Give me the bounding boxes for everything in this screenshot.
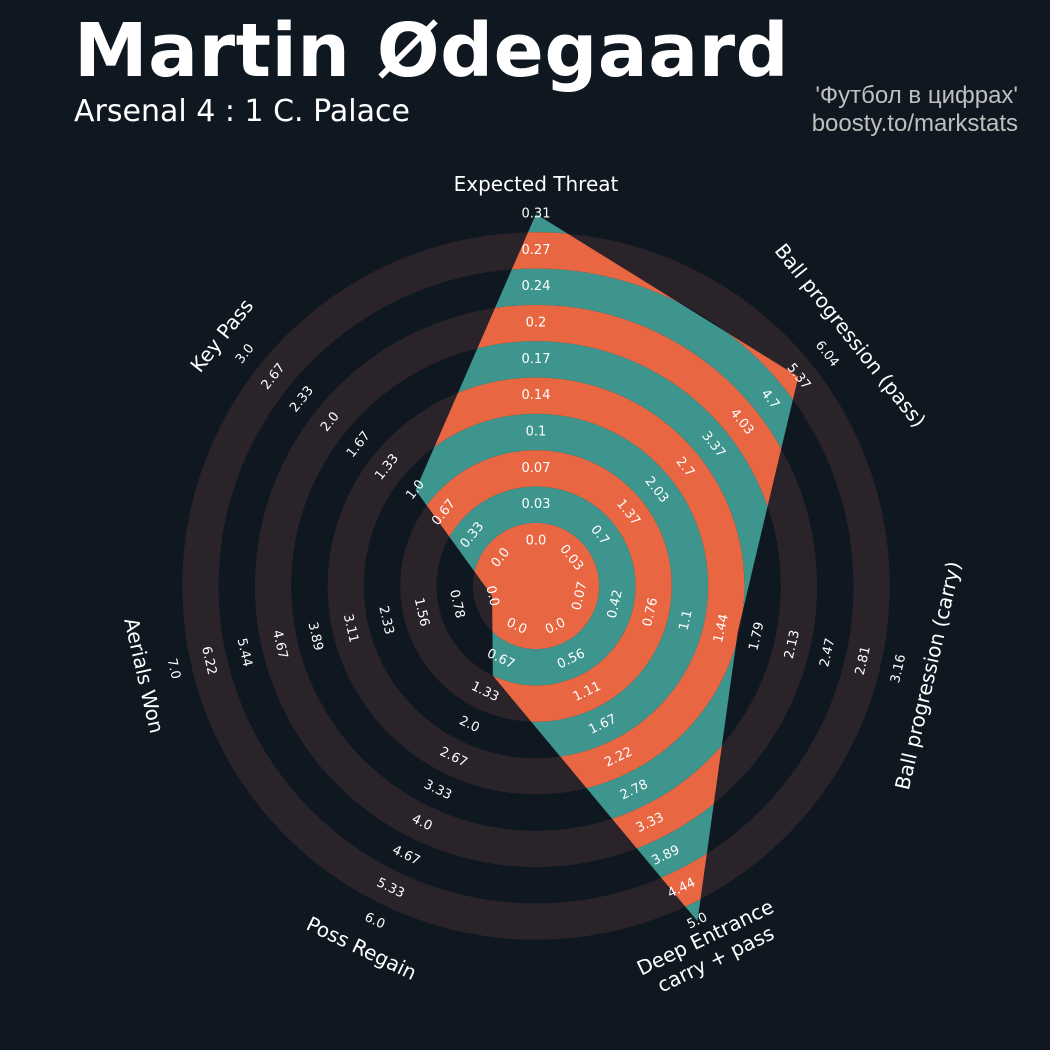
tick-label: 1.1 xyxy=(676,609,695,633)
tick-label: 0.76 xyxy=(640,596,661,628)
credit-block: 'Футбол в цифрах' boosty.to/markstats xyxy=(812,82,1018,138)
player-name-title: Martin Ødegaard xyxy=(74,8,790,94)
tick-label: 4.67 xyxy=(269,629,290,661)
value-ring xyxy=(472,522,600,650)
tick-label: 1.79 xyxy=(746,621,767,653)
tick-label: 2.13 xyxy=(782,629,803,661)
tick-label: 0.0 xyxy=(482,584,501,608)
tick-label: 0.42 xyxy=(605,588,626,620)
tick-label: 0.31 xyxy=(522,207,551,222)
tick-label: 0.17 xyxy=(522,352,551,367)
tick-label: 0.0 xyxy=(526,534,547,549)
credit-line-2: boosty.to/markstats xyxy=(811,110,1018,137)
tick-label: 0.78 xyxy=(446,588,467,620)
tick-label: 2.47 xyxy=(817,637,838,669)
tick-label: 0.03 xyxy=(522,497,551,512)
tick-label: 5.44 xyxy=(234,637,255,669)
tick-label: 7.0 xyxy=(164,657,183,681)
credit-line-1: 'Футбол в цифрах' xyxy=(815,82,1018,109)
tick-label: 2.33 xyxy=(375,605,396,637)
tick-label: 3.11 xyxy=(340,613,361,645)
tick-label: 1.44 xyxy=(711,613,732,645)
tick-label: 2.81 xyxy=(853,645,874,677)
tick-label: 1.56 xyxy=(411,596,432,628)
tick-label: 0.14 xyxy=(522,388,551,403)
tick-label: 0.07 xyxy=(522,461,551,476)
tick-label: 0.2 xyxy=(526,316,547,331)
tick-label: 0.1 xyxy=(526,425,547,440)
tick-label: 3.89 xyxy=(304,621,325,653)
match-subtitle: Arsenal 4 : 1 C. Palace xyxy=(74,94,410,129)
tick-label: 6.22 xyxy=(198,645,219,677)
tick-label: 0.24 xyxy=(522,279,551,294)
tick-label: 0.27 xyxy=(522,243,551,258)
parameter-label: Aerials Won xyxy=(119,616,169,736)
tick-label: 3.16 xyxy=(888,653,909,685)
parameter-label: Expected Threat xyxy=(454,172,619,196)
tick-label: 0.07 xyxy=(569,580,590,612)
